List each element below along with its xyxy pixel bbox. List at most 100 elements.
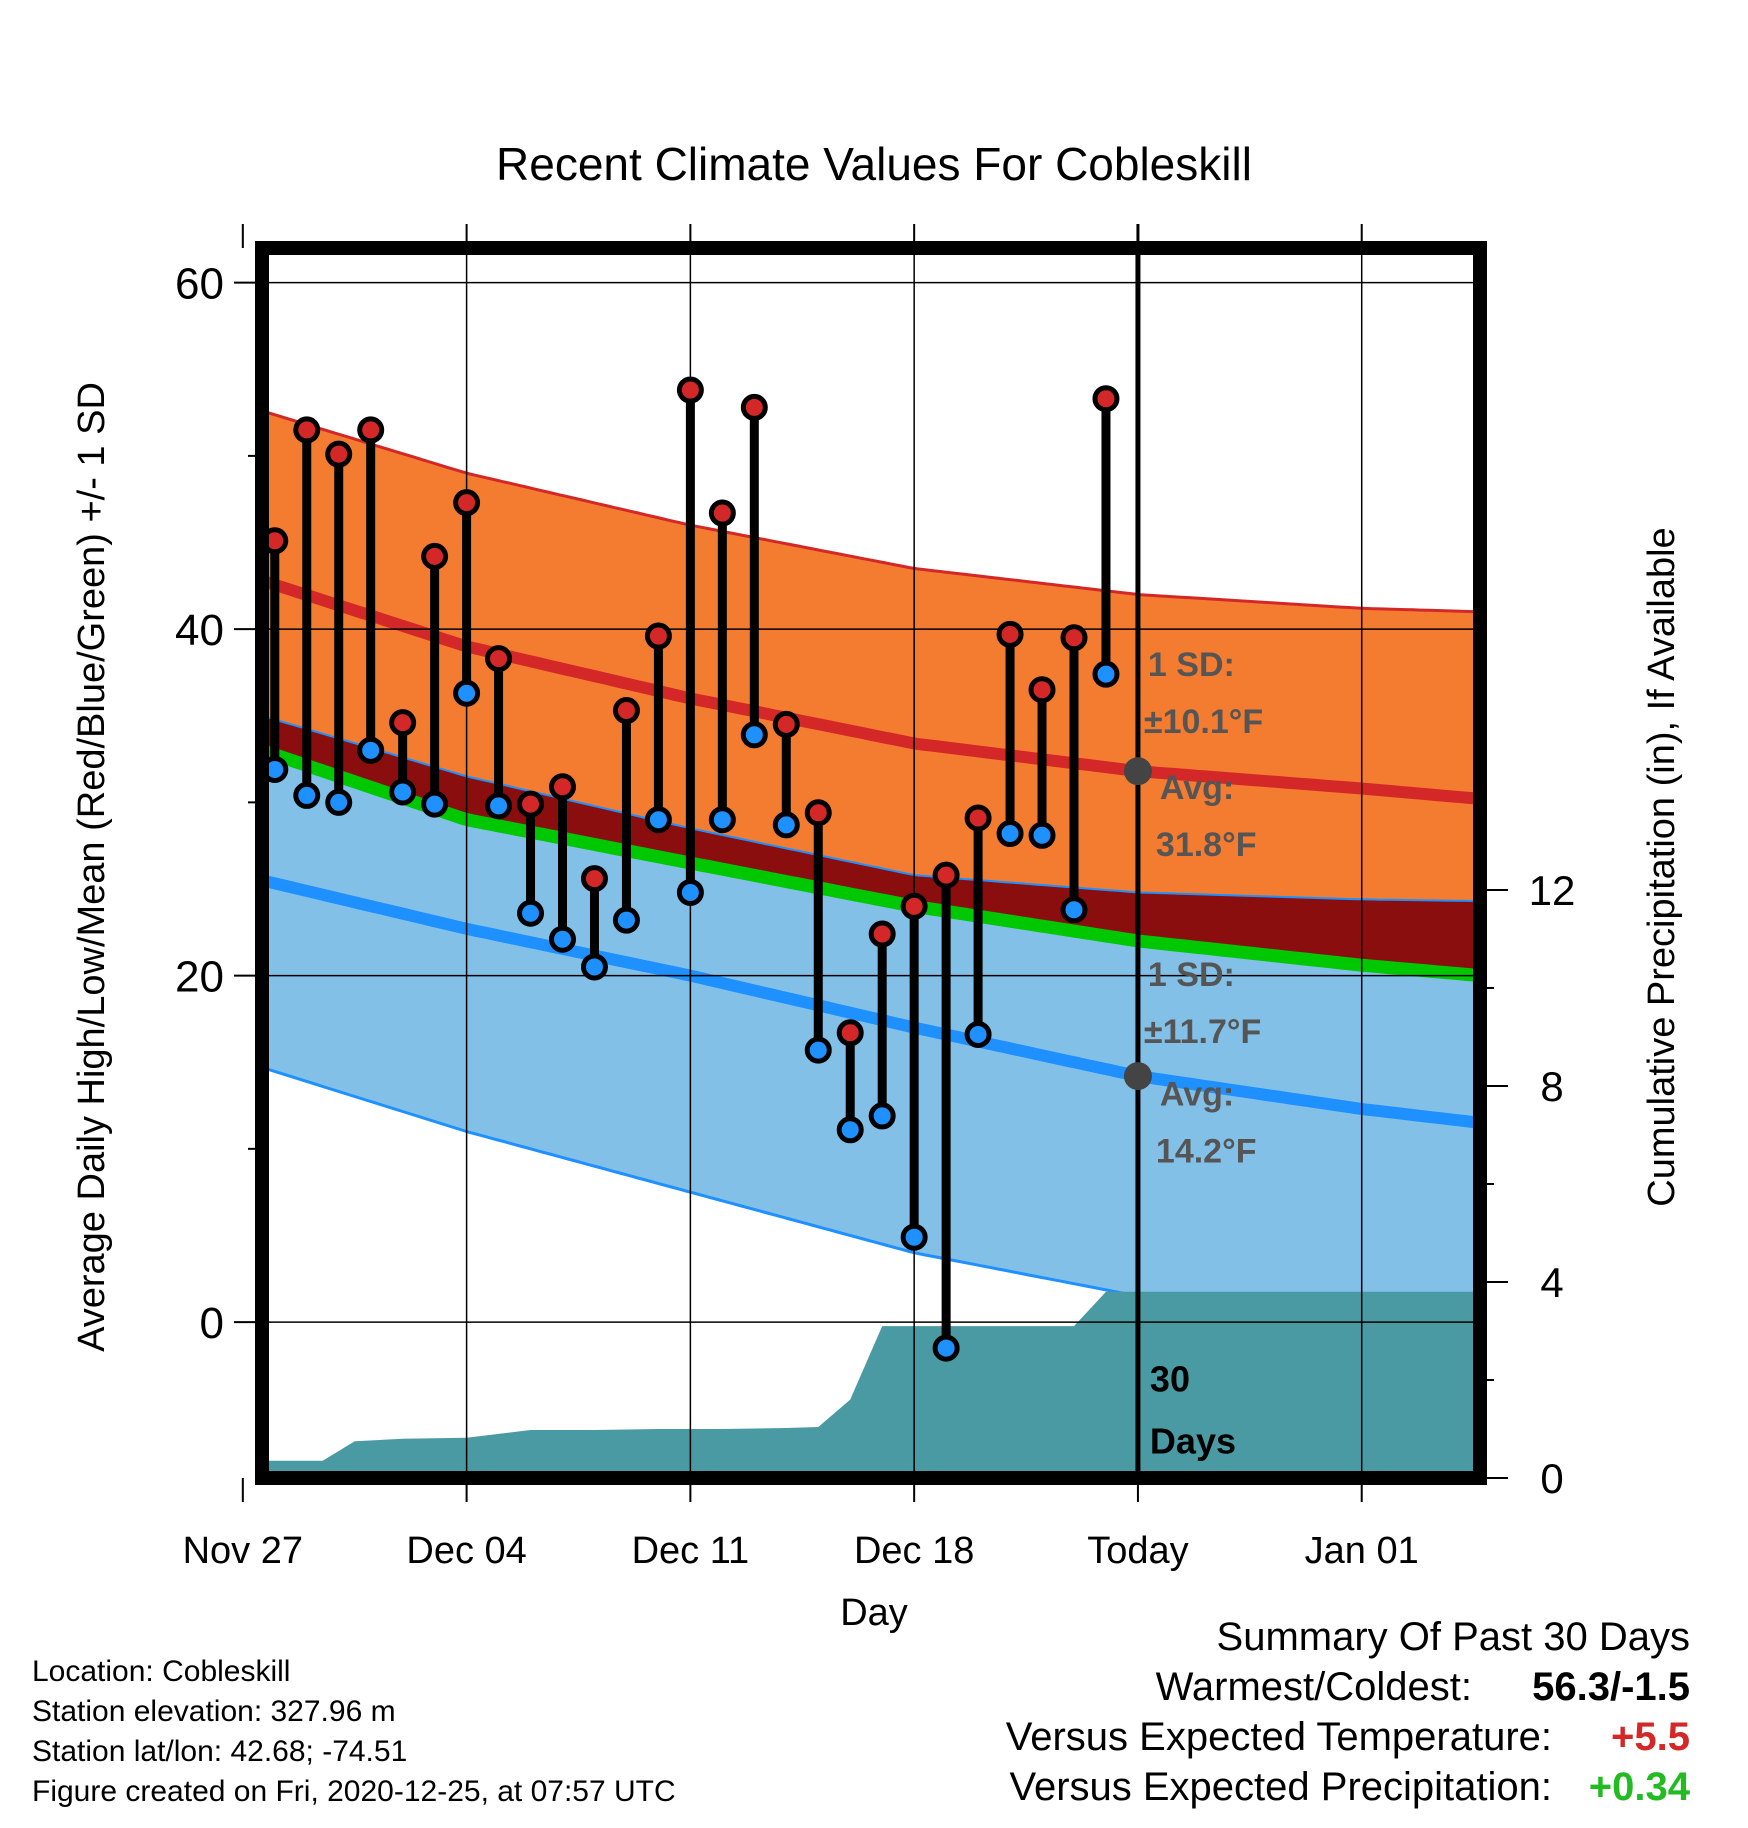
daily-low-point xyxy=(232,629,254,651)
elevation-text: Station elevation: 327.96 m xyxy=(32,1695,396,1728)
daily-high-point xyxy=(868,920,896,948)
daily-high-point xyxy=(804,799,832,827)
daily-low-point xyxy=(676,878,704,906)
daily-high-point xyxy=(549,773,577,801)
climate-chart: Recent Climate Values For Cobleskill 1 S… xyxy=(71,138,1683,1634)
warmest-coldest-value: 56.3/-1.5 xyxy=(1532,1665,1690,1709)
today-high-avg-marker xyxy=(1123,757,1152,786)
x-tick-label: Dec 04 xyxy=(406,1530,526,1572)
x-tick-label: Dec 18 xyxy=(854,1530,974,1572)
precipitation-area xyxy=(262,1291,1480,1478)
low-avg-value: 14.2°F xyxy=(1156,1133,1257,1171)
y2-axis-label: Cumulative Precipitation (in), If Availa… xyxy=(1641,527,1683,1206)
daily-high-point xyxy=(485,645,513,673)
daily-high-point xyxy=(740,393,768,421)
y2-tick-label: 4 xyxy=(1540,1259,1563,1306)
y-tick-label: 0 xyxy=(200,1299,224,1348)
daily-high-point xyxy=(232,428,254,450)
high-minus-sd-edge xyxy=(262,714,1477,903)
daily-low-point xyxy=(612,906,640,934)
daily-low-point xyxy=(549,925,577,953)
daily-low-point xyxy=(900,1223,928,1251)
y-tick-label: 60 xyxy=(175,260,224,309)
summary-panel: Summary Of Past 30 Days Warmest/Coldest:… xyxy=(930,1612,1690,1812)
daily-high-point xyxy=(1060,624,1088,652)
summary-title: Summary Of Past 30 Days xyxy=(1216,1615,1690,1659)
daily-high-point xyxy=(453,489,481,517)
daily-high-point xyxy=(996,620,1024,648)
y-tick-label: 40 xyxy=(175,606,224,655)
daily-low-point xyxy=(996,820,1024,848)
precip-vs-expected-value: +0.34 xyxy=(1588,1765,1690,1809)
warmest-coldest-label: Warmest/Coldest: xyxy=(1155,1665,1472,1709)
plot-content: 1 SD: ±10.1°F Avg: 31.8°F 1 SD: ±11.7°F Avg: 14… xyxy=(168,248,1480,1478)
daily-high-point xyxy=(421,542,449,570)
x-axis-label: Day xyxy=(840,1592,908,1634)
plot-frame xyxy=(255,241,1487,1485)
daily-high-point xyxy=(772,710,800,738)
low-mean-line xyxy=(262,874,1478,1129)
daily-low-point xyxy=(1060,896,1088,924)
daily-low-point xyxy=(453,679,481,707)
daily-high-point xyxy=(325,440,353,468)
daily-high-point xyxy=(836,1019,864,1047)
plot-area: 1 SD: ±10.1°F Avg: 31.8°F 1 SD: ±11.7°F Avg: 14… xyxy=(168,224,1576,1572)
daily-low-point xyxy=(389,778,417,806)
daily-low-point xyxy=(1028,821,1056,849)
daily-low-point xyxy=(932,1334,960,1362)
precip-vs-expected-label: Versus Expected Precipitation: xyxy=(1009,1765,1552,1809)
x-tick-label: Today xyxy=(1087,1530,1188,1572)
station-metadata: Location: Cobleskill Station elevation: … xyxy=(32,1652,676,1812)
daily-low-point xyxy=(580,953,608,981)
summary-warmest-coldest: Warmest/Coldest: 56.3/-1.5 xyxy=(930,1662,1690,1712)
daily-low-point xyxy=(1092,660,1120,688)
daily-high-point xyxy=(357,416,385,444)
today-days-word: Days xyxy=(1150,1421,1236,1462)
mean-band xyxy=(262,715,1477,976)
x-tick-label: Dec 11 xyxy=(632,1530,750,1572)
daily-high-point xyxy=(517,790,545,818)
high-plus-sd-edge xyxy=(262,409,1477,614)
created-text: Figure created on Fri, 2020-12-25, at 07… xyxy=(32,1775,676,1808)
daily-low-point xyxy=(293,781,321,809)
daily-low-point xyxy=(772,811,800,839)
daily-high-point xyxy=(1028,676,1056,704)
daily-high-point xyxy=(964,804,992,832)
today-low-avg-marker xyxy=(1123,1062,1152,1091)
summary-precipitation: Versus Expected Precipitation: +0.34 xyxy=(930,1762,1690,1812)
daily-high-point xyxy=(612,697,640,725)
daily-high-point xyxy=(708,499,736,527)
daily-low-point xyxy=(740,721,768,749)
x-tick-label: Jan 01 xyxy=(1305,1530,1419,1572)
daily-low-point xyxy=(644,806,672,834)
today-days-number: 30 xyxy=(1150,1358,1190,1399)
y-axis-label: Average Daily High/Low/Mean (Red/Blue/Gr… xyxy=(71,382,113,1352)
daily-low-point xyxy=(708,806,736,834)
low-sd-value: ±11.7°F xyxy=(1144,1013,1261,1051)
temp-vs-expected-value: +5.5 xyxy=(1611,1715,1690,1759)
daily-low-point xyxy=(868,1102,896,1130)
daily-high-point xyxy=(200,336,222,358)
daily-high-point xyxy=(580,865,608,893)
location-text: Location: Cobleskill xyxy=(32,1655,291,1688)
high-sd-value: ±10.1°F xyxy=(1144,703,1263,741)
daily-high-point xyxy=(676,376,704,404)
daily-low-point xyxy=(357,736,385,764)
high-avg-label: Avg: xyxy=(1160,769,1234,807)
low-sd-label: 1 SD: xyxy=(1148,956,1235,994)
low-avg-label: Avg: xyxy=(1160,1076,1234,1114)
x-tick-label: Nov 27 xyxy=(183,1530,303,1572)
y-tick-label: 20 xyxy=(175,953,224,1002)
summary-temperature: Versus Expected Temperature: +5.5 xyxy=(930,1712,1690,1762)
temp-vs-expected-label: Versus Expected Temperature: xyxy=(1005,1715,1552,1759)
high-sd-label: 1 SD: xyxy=(1148,646,1235,684)
daily-low-point xyxy=(168,842,190,864)
mean-line xyxy=(262,744,1478,982)
daily-low-point xyxy=(485,792,513,820)
daily-high-point xyxy=(168,493,190,515)
daily-low-point xyxy=(517,899,545,927)
daily-low-point xyxy=(964,1021,992,1049)
y2-tick-label: 12 xyxy=(1529,867,1576,914)
y2-tick-label: 0 xyxy=(1540,1455,1563,1502)
daily-high-point xyxy=(900,892,928,920)
